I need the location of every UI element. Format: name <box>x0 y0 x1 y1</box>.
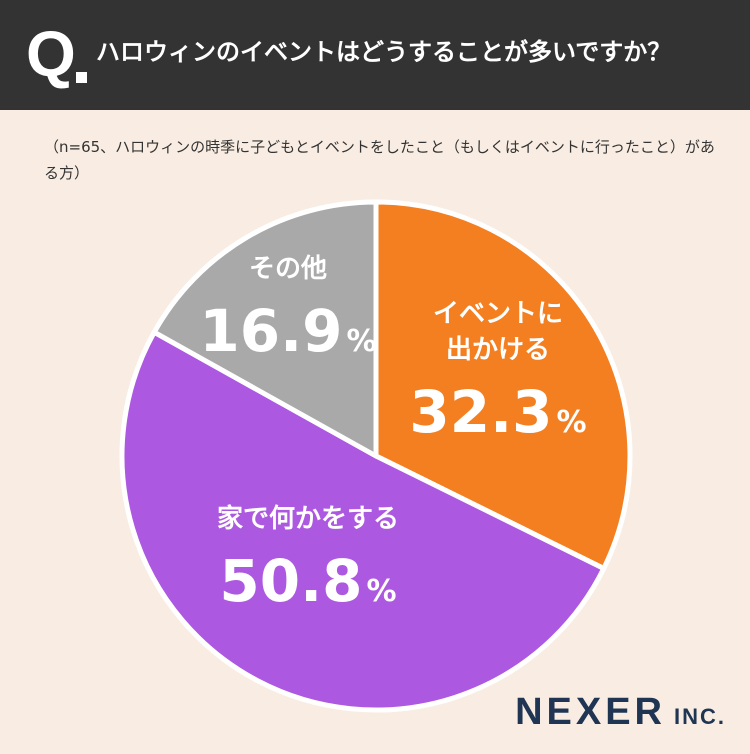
slice-label-group: 家で何かをする 50.8% <box>217 503 399 615</box>
pie-slice <box>119 329 607 713</box>
question-text: ハロウィンのイベントはどうすることが多いですか？ <box>96 38 672 66</box>
brand-logo: NEXER INC. <box>515 691 726 734</box>
slice-value: 16.9% <box>199 297 376 365</box>
slice-value: 50.8% <box>219 547 396 615</box>
slice-label: 家で何かをする <box>217 503 399 534</box>
slice-label-group: その他 16.9% <box>199 254 376 365</box>
q-dot <box>76 72 87 83</box>
brand-suffix: INC. <box>674 704 726 729</box>
slice-label: イベントに <box>433 299 563 329</box>
slice-label: その他 <box>249 254 327 284</box>
question-header: Q ハロウィンのイベントはどうすることが多いですか？ <box>0 0 750 110</box>
slice-label: 出かける <box>446 335 550 365</box>
q-mark: Q <box>26 18 76 90</box>
sample-note: （n=65、ハロウィンの時季に子どもとイベントをしたこと（もしくはイベントに行っ… <box>44 138 715 182</box>
pie-slice <box>151 199 379 459</box>
pie-slice <box>373 199 633 571</box>
brand-name: NEXER <box>515 691 666 733</box>
slice-value: 32.3% <box>409 378 586 446</box>
